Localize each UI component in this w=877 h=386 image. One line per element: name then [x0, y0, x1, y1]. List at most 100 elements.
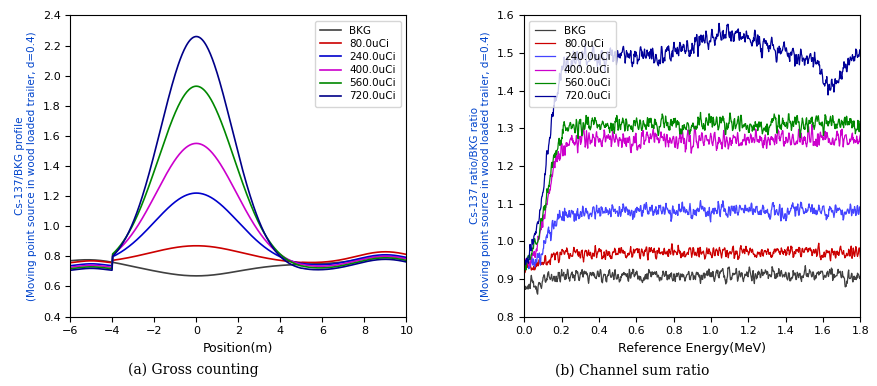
400.0uCi: [773, 137, 783, 141]
560.0uCi: [394, 257, 404, 261]
720.0uCi: [809, 50, 819, 54]
560.0uCi: [714, 116, 724, 120]
80.0uCi: [539, 253, 550, 258]
80.0uCi: [401, 252, 411, 257]
560.0uCi: [695, 110, 705, 115]
720.0uCi: [854, 51, 865, 55]
400.0uCi: [401, 257, 411, 261]
Line: BKG: BKG: [70, 256, 406, 276]
560.0uCi: [65, 266, 75, 271]
Line: 720.0uCi: 720.0uCi: [70, 37, 406, 270]
Y-axis label: Cs-137/BKG profile
(Moving point source in wood loaded trailer, d=0.4): Cs-137/BKG profile (Moving point source …: [16, 31, 37, 301]
240.0uCi: [523, 266, 533, 271]
Legend: BKG, 80.0uCi, 240.0uCi, 400.0uCi, 560.0uCi, 720.0uCi: BKG, 80.0uCi, 240.0uCi, 400.0uCi, 560.0u…: [315, 20, 401, 107]
80.0uCi: [774, 249, 784, 254]
240.0uCi: [518, 264, 529, 269]
720.0uCi: [225, 121, 236, 125]
80.0uCi: [247, 253, 258, 257]
720.0uCi: [227, 129, 238, 134]
Line: 400.0uCi: 400.0uCi: [70, 144, 406, 267]
400.0uCi: [225, 179, 236, 184]
BKG: [247, 266, 258, 271]
Legend: BKG, 80.0uCi, 240.0uCi, 400.0uCi, 560.0uCi, 720.0uCi: BKG, 80.0uCi, 240.0uCi, 400.0uCi, 560.0u…: [529, 20, 615, 107]
BKG: [854, 274, 865, 278]
BKG: [714, 269, 724, 274]
BKG: [394, 255, 404, 260]
720.0uCi: [518, 259, 529, 264]
720.0uCi: [65, 268, 75, 273]
BKG: [227, 270, 238, 274]
X-axis label: Reference Energy(MeV): Reference Energy(MeV): [617, 342, 766, 355]
Line: 560.0uCi: 560.0uCi: [70, 86, 406, 269]
240.0uCi: [247, 235, 258, 239]
400.0uCi: [808, 141, 818, 146]
Text: (a) Gross counting: (a) Gross counting: [128, 363, 258, 378]
720.0uCi: [774, 46, 784, 51]
240.0uCi: [191, 191, 202, 195]
Line: 80.0uCi: 80.0uCi: [70, 246, 406, 263]
400.0uCi: [247, 220, 258, 225]
BKG: [518, 286, 529, 291]
720.0uCi: [723, 34, 733, 39]
BKG: [531, 292, 542, 296]
240.0uCi: [774, 205, 784, 210]
720.0uCi: [733, 38, 744, 42]
X-axis label: Position(m): Position(m): [203, 342, 274, 355]
720.0uCi: [714, 30, 724, 35]
240.0uCi: [225, 212, 236, 216]
80.0uCi: [341, 256, 352, 261]
BKG: [732, 273, 743, 278]
720.0uCi: [191, 34, 202, 39]
720.0uCi: [539, 173, 550, 177]
240.0uCi: [266, 249, 276, 254]
560.0uCi: [401, 258, 411, 263]
560.0uCi: [539, 203, 550, 208]
BKG: [65, 258, 75, 263]
400.0uCi: [65, 265, 75, 269]
BKG: [225, 270, 236, 275]
80.0uCi: [808, 250, 818, 255]
560.0uCi: [247, 207, 258, 212]
BKG: [799, 263, 809, 268]
560.0uCi: [225, 146, 236, 151]
400.0uCi: [713, 135, 724, 140]
240.0uCi: [401, 255, 411, 260]
80.0uCi: [854, 256, 865, 261]
Line: 80.0uCi: 80.0uCi: [524, 243, 859, 273]
400.0uCi: [227, 183, 238, 188]
80.0uCi: [519, 271, 530, 275]
BKG: [191, 274, 202, 278]
Line: 720.0uCi: 720.0uCi: [524, 23, 859, 265]
240.0uCi: [733, 205, 744, 210]
Y-axis label: Cs-137 ratio/BKG ratio
(Moving point source in wood loaded trailer, d=0.4): Cs-137 ratio/BKG ratio (Moving point sou…: [469, 31, 490, 301]
720.0uCi: [247, 202, 258, 207]
240.0uCi: [394, 254, 404, 258]
240.0uCi: [539, 241, 550, 246]
400.0uCi: [539, 216, 550, 221]
Line: 400.0uCi: 400.0uCi: [524, 124, 859, 267]
400.0uCi: [266, 244, 276, 249]
400.0uCi: [806, 122, 816, 127]
80.0uCi: [225, 248, 236, 252]
240.0uCi: [714, 214, 724, 219]
240.0uCi: [854, 205, 865, 210]
80.0uCi: [394, 251, 404, 255]
80.0uCi: [266, 257, 276, 261]
400.0uCi: [191, 141, 202, 146]
Line: 240.0uCi: 240.0uCi: [524, 201, 859, 269]
80.0uCi: [227, 248, 238, 253]
80.0uCi: [723, 252, 733, 257]
Line: 560.0uCi: 560.0uCi: [524, 112, 859, 270]
720.0uCi: [394, 258, 404, 263]
240.0uCi: [341, 259, 352, 264]
560.0uCi: [809, 125, 819, 130]
560.0uCi: [520, 267, 531, 272]
80.0uCi: [714, 247, 724, 252]
BKG: [774, 270, 784, 275]
560.0uCi: [733, 126, 744, 131]
400.0uCi: [394, 255, 404, 260]
80.0uCi: [65, 261, 75, 265]
Line: 240.0uCi: 240.0uCi: [70, 193, 406, 266]
720.0uCi: [519, 262, 530, 267]
400.0uCi: [732, 138, 743, 142]
